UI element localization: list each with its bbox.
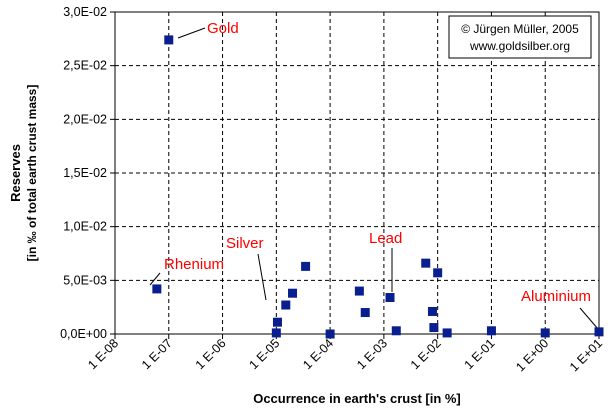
data-point	[442, 328, 452, 338]
y-tick-label: 2,5E-02	[63, 59, 107, 73]
copyright-box: © Jürgen Müller, 2005 www.goldsilber.org	[448, 15, 592, 59]
annotation-label: Silver	[226, 235, 264, 252]
data-point	[486, 326, 496, 336]
x-axis-title: Occurrence in earth's crust [in %]	[253, 391, 461, 406]
annotation-leader	[579, 307, 599, 330]
data-point	[164, 35, 174, 45]
data-point	[391, 326, 401, 336]
y-tick-label: 3,0E-02	[63, 5, 107, 19]
y-axis-title: Reserves	[8, 144, 23, 202]
data-point	[325, 329, 335, 339]
data-point	[272, 317, 282, 327]
y-tick-label: 1,5E-02	[63, 166, 107, 180]
y-axis-ticks: 0,0E+00 5,0E-03 1,0E-02 1,5E-02 2,0E-02 2,5E-…	[60, 5, 115, 341]
data-point	[360, 308, 370, 318]
y-axis-subtitle: [in ‰ of total earth crust mass]	[25, 85, 39, 262]
data-point	[427, 306, 437, 316]
annotation-leader	[257, 253, 267, 301]
annotation-label: Gold	[207, 20, 239, 37]
data-point	[354, 286, 364, 296]
data-point	[152, 284, 162, 294]
data-point	[429, 323, 439, 333]
copyright-line-1: © Jürgen Müller, 2005	[461, 22, 579, 36]
data-point	[385, 293, 395, 303]
annotation-leader	[177, 27, 206, 39]
data-point	[594, 327, 604, 337]
annotation-leader-lines	[149, 27, 599, 330]
annotation-label: Rhenium	[164, 256, 224, 273]
copyright-line-2: www.goldsilber.org	[469, 39, 570, 53]
y-tick-label: 1,0E-02	[63, 220, 107, 234]
data-point	[281, 300, 291, 310]
data-point	[271, 328, 281, 338]
y-tick-label: 5,0E-03	[63, 273, 107, 287]
data-point	[301, 261, 311, 271]
annotation-label: Aluminium	[521, 288, 591, 305]
data-point	[540, 328, 550, 338]
data-points	[152, 35, 604, 339]
data-point	[288, 288, 298, 298]
y-tick-label: 0,0E+00	[60, 327, 107, 341]
y-tick-label: 2,0E-02	[63, 112, 107, 126]
data-point	[433, 268, 443, 278]
annotation-label: Lead	[369, 230, 402, 247]
data-point	[421, 258, 431, 268]
grid-lines	[115, 12, 599, 334]
annotation-leader	[149, 272, 161, 286]
